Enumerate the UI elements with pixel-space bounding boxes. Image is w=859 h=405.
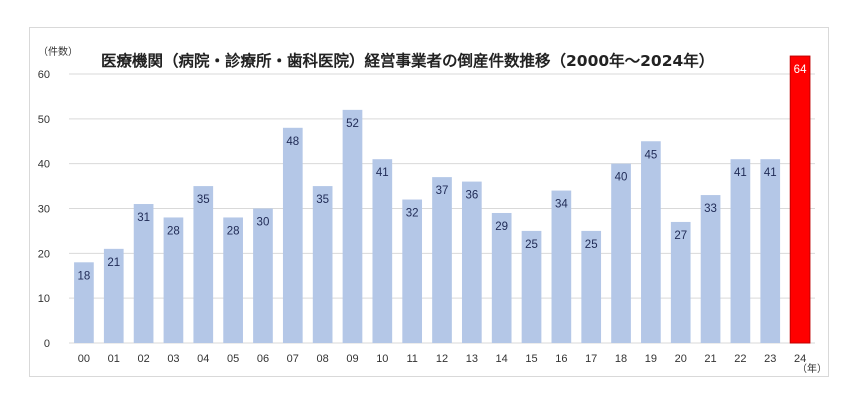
- x-tick-label-13: 13: [466, 353, 478, 365]
- data-label-22: 41: [734, 167, 747, 179]
- x-axis-ticks: 00 01 02 03 04 05 06 07 08 09 10 11 12 13 14 15 16 17 18 19…: [78, 353, 806, 365]
- data-label-16: 34: [555, 199, 568, 211]
- bar-18: [611, 163, 631, 343]
- y-tick-label: 30: [38, 204, 50, 216]
- bar-14: [491, 212, 512, 343]
- x-tick-label-03: 03: [167, 353, 179, 365]
- data-label-02: 31: [137, 212, 150, 224]
- data-label-14: 29: [495, 221, 508, 233]
- data-label-01: 21: [107, 257, 120, 269]
- x-tick-label-09: 09: [346, 353, 358, 365]
- x-tick-label-17: 17: [585, 353, 597, 365]
- data-label-08: 35: [316, 194, 329, 206]
- bar-17: [581, 230, 602, 343]
- y-tick-label: 0: [44, 338, 50, 350]
- x-tick-label-12: 12: [436, 353, 448, 365]
- data-label-23: 41: [764, 167, 777, 179]
- data-label-04: 35: [197, 194, 210, 206]
- data-label-11: 32: [406, 208, 419, 220]
- y-tick-label: 20: [38, 248, 50, 260]
- data-labels: 18 21 31 28 35 28 30 48 35 52 41 32 37 36 29 25 34 25 40 45…: [78, 64, 808, 282]
- y-tick-label: 10: [38, 293, 50, 305]
- x-tick-label-04: 04: [197, 353, 209, 365]
- x-tick-label-24: 24: [794, 353, 806, 365]
- x-tick-label-05: 05: [227, 353, 239, 365]
- data-label-10: 41: [376, 167, 389, 179]
- bar-11: [402, 199, 423, 343]
- chart-title: 医療機関（病院・診療所・歯科医院）経営事業者の倒産件数推移（2000年～2024…: [101, 51, 714, 70]
- x-tick-label-02: 02: [137, 353, 149, 365]
- data-label-00: 18: [78, 270, 91, 282]
- data-label-13: 36: [465, 190, 478, 202]
- x-tick-label-14: 14: [496, 353, 508, 365]
- data-label-12: 37: [436, 185, 449, 197]
- bar-06: [253, 208, 273, 343]
- x-tick-label-10: 10: [376, 353, 388, 365]
- x-tick-label-19: 19: [645, 353, 657, 365]
- x-tick-label-11: 11: [406, 353, 417, 365]
- bar-12: [432, 177, 452, 343]
- x-tick-label-16: 16: [555, 353, 567, 365]
- data-label-03: 28: [167, 225, 180, 237]
- bar-chart: 医療機関（病院・診療所・歯科医院）経営事業者の倒産件数推移（2000年～2024…: [38, 45, 827, 375]
- bar-07: [282, 127, 303, 343]
- bar-21: [700, 195, 721, 343]
- y-axis-unit-label: （件数）: [38, 45, 78, 58]
- bar-00: [74, 262, 94, 343]
- data-label-07: 48: [286, 136, 299, 148]
- x-tick-label-06: 06: [257, 353, 269, 365]
- x-tick-label-08: 08: [317, 353, 329, 365]
- bar-15: [521, 230, 542, 343]
- x-tick-label-21: 21: [704, 353, 716, 365]
- bar-19: [641, 141, 661, 343]
- x-tick-label-01: 01: [108, 353, 120, 365]
- bar-05: [223, 217, 243, 343]
- bars: [74, 55, 811, 344]
- data-label-19: 45: [644, 149, 657, 161]
- x-tick-label-15: 15: [525, 353, 537, 365]
- bar-23: [760, 159, 781, 343]
- bar-02: [133, 204, 154, 343]
- bar-13: [461, 181, 482, 343]
- y-tick-label: 60: [38, 69, 50, 81]
- bar-22: [730, 159, 751, 343]
- data-label-18: 40: [615, 172, 628, 184]
- y-tick-label: 50: [38, 114, 50, 126]
- chart-frame: 医療機関（病院・診療所・歯科医院）経営事業者の倒産件数推移（2000年～2024…: [29, 27, 829, 377]
- y-axis-ticks: 0 10 20 30 40 50 60: [38, 69, 50, 350]
- data-label-17: 25: [585, 239, 598, 251]
- data-label-05: 28: [227, 225, 240, 237]
- x-tick-label-20: 20: [675, 353, 687, 365]
- data-label-06: 30: [257, 217, 270, 229]
- bar-20: [670, 221, 691, 343]
- data-label-24: 64: [794, 64, 807, 76]
- data-label-20: 27: [674, 230, 687, 242]
- bar-16: [551, 190, 572, 343]
- data-label-09: 52: [346, 118, 359, 130]
- bar-08: [312, 186, 333, 343]
- x-tick-label-23: 23: [764, 353, 776, 365]
- x-axis-unit-label: （年）: [797, 362, 827, 375]
- x-tick-label-07: 07: [287, 353, 299, 365]
- x-tick-label-22: 22: [734, 353, 746, 365]
- x-tick-label-00: 00: [78, 353, 90, 365]
- bar-09: [342, 109, 363, 343]
- bar-10: [372, 159, 393, 343]
- bar-24: [789, 55, 811, 344]
- bar-01: [103, 248, 124, 343]
- data-label-21: 33: [704, 203, 717, 215]
- bar-03: [163, 217, 184, 343]
- x-tick-label-18: 18: [615, 353, 627, 365]
- y-tick-label: 40: [38, 159, 50, 171]
- bar-04: [193, 186, 214, 343]
- data-label-15: 25: [525, 239, 538, 251]
